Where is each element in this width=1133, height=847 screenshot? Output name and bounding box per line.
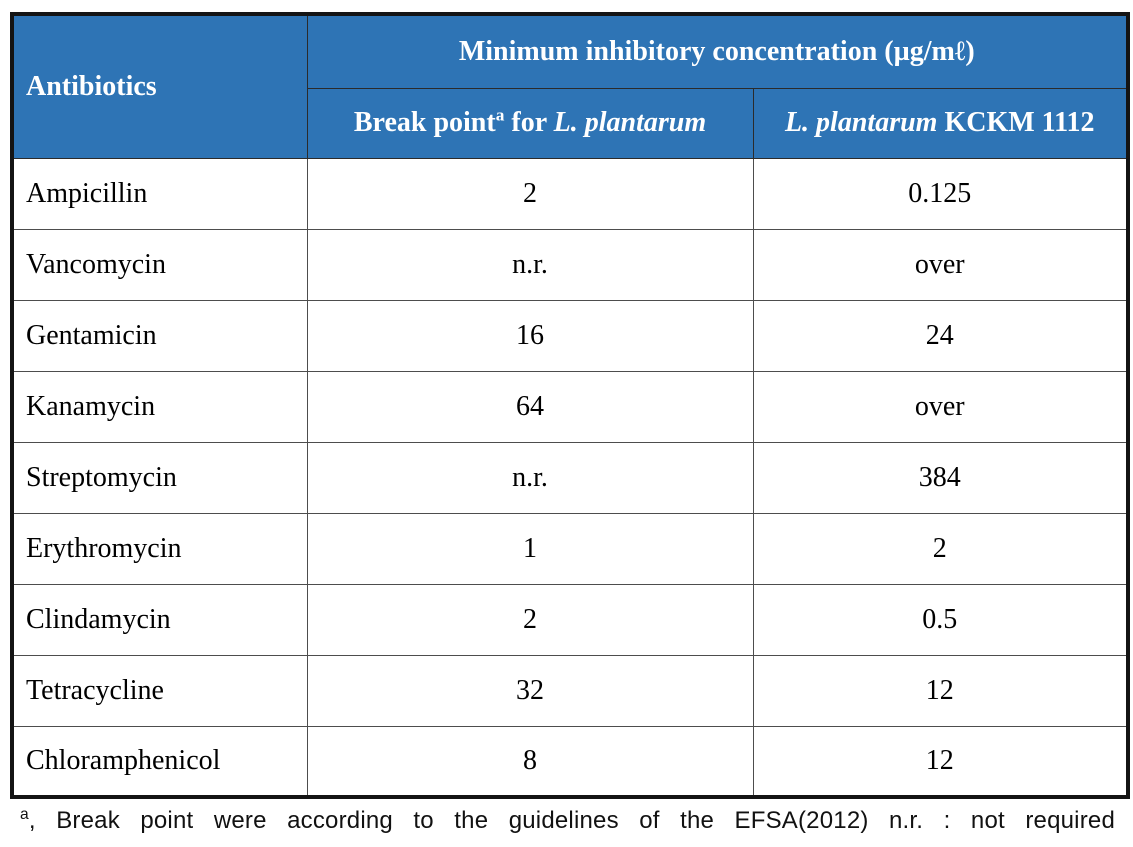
- kckm-column-header: L. plantarum KCKM 1112: [752, 87, 1129, 159]
- break-point-cell: n.r.: [306, 441, 754, 514]
- antibiotic-name-cell: Clindamycin: [11, 583, 308, 656]
- footnote-text: , Break point were according to the guid…: [28, 807, 1115, 834]
- kckm-value-cell: 12: [752, 654, 1129, 727]
- kckm-value-cell: 384: [752, 441, 1129, 514]
- footnote-marker-a: a: [20, 806, 29, 823]
- table-header: Antibiotics Minimum inhibitory concentra…: [11, 13, 1129, 159]
- species-name-italic: L. plantarum: [553, 107, 707, 138]
- break-point-cell: 2: [306, 583, 754, 656]
- antibiotic-name-cell: Ampicillin: [11, 157, 308, 230]
- table-row: Streptomycin n.r. 384: [11, 441, 1129, 514]
- footnote-marker-a: a: [495, 105, 505, 125]
- table-row: Ampicillin 2 0.125: [11, 157, 1129, 230]
- antibiotic-name-cell: Chloramphenicol: [11, 725, 308, 798]
- break-point-column-header: Break pointa for L. plantarum: [306, 87, 754, 159]
- page: Antibiotics Minimum inhibitory concentra…: [0, 12, 1133, 847]
- kckm-value-cell: 0.125: [752, 157, 1129, 230]
- table-row: Vancomycin n.r. over: [11, 228, 1129, 301]
- antibiotic-name-cell: Erythromycin: [11, 512, 308, 585]
- mic-merged-header: Minimum inhibitory concentration (µg/mℓ): [306, 13, 1129, 89]
- break-point-cell: 16: [306, 299, 754, 372]
- header-row-2: Break pointa for L. plantarum L. plantar…: [12, 87, 1129, 159]
- break-point-cell: 8: [306, 725, 754, 798]
- break-point-cell: 32: [306, 654, 754, 727]
- break-point-cell: 2: [306, 157, 754, 230]
- break-point-label: Break point: [353, 107, 496, 138]
- kckm-value-cell: 12: [752, 725, 1129, 798]
- table-footnote: a, Break point were according to the gui…: [20, 807, 1115, 835]
- table-body: Ampicillin 2 0.125 Vancomycin n.r. over …: [11, 157, 1129, 798]
- kckm-value-cell: 2: [752, 512, 1129, 585]
- break-point-cell: 64: [306, 370, 754, 443]
- break-point-cell: 1: [306, 512, 754, 585]
- table-row: Kanamycin 64 over: [11, 370, 1129, 443]
- species-name-italic: L. plantarum: [784, 107, 938, 138]
- antibiotic-name-cell: Gentamicin: [11, 299, 308, 372]
- break-point-cell: n.r.: [306, 228, 754, 301]
- antibiotic-name-cell: Kanamycin: [11, 370, 308, 443]
- kckm-value-cell: 24: [752, 299, 1129, 372]
- antibiotic-name-cell: Streptomycin: [11, 441, 308, 514]
- mic-table: Antibiotics Minimum inhibitory concentra…: [10, 12, 1131, 799]
- table-row: Erythromycin 1 2: [11, 512, 1129, 585]
- table-row: Clindamycin 2 0.5: [11, 583, 1129, 656]
- kckm-value-cell: 0.5: [752, 583, 1129, 656]
- strain-label: KCKM 1112: [937, 107, 1095, 138]
- kckm-value-cell: over: [752, 370, 1129, 443]
- antibiotics-column-header: Antibiotics: [11, 13, 308, 159]
- for-label: for: [504, 107, 554, 138]
- header-row-1: Antibiotics Minimum inhibitory concentra…: [11, 13, 1129, 159]
- kckm-value-cell: over: [752, 228, 1129, 301]
- antibiotic-name-cell: Tetracycline: [11, 654, 308, 727]
- antibiotic-name-cell: Vancomycin: [11, 228, 308, 301]
- table-row: Gentamicin 16 24: [11, 299, 1129, 372]
- table-row: Chloramphenicol 8 12: [11, 725, 1129, 798]
- table-row: Tetracycline 32 12: [11, 654, 1129, 727]
